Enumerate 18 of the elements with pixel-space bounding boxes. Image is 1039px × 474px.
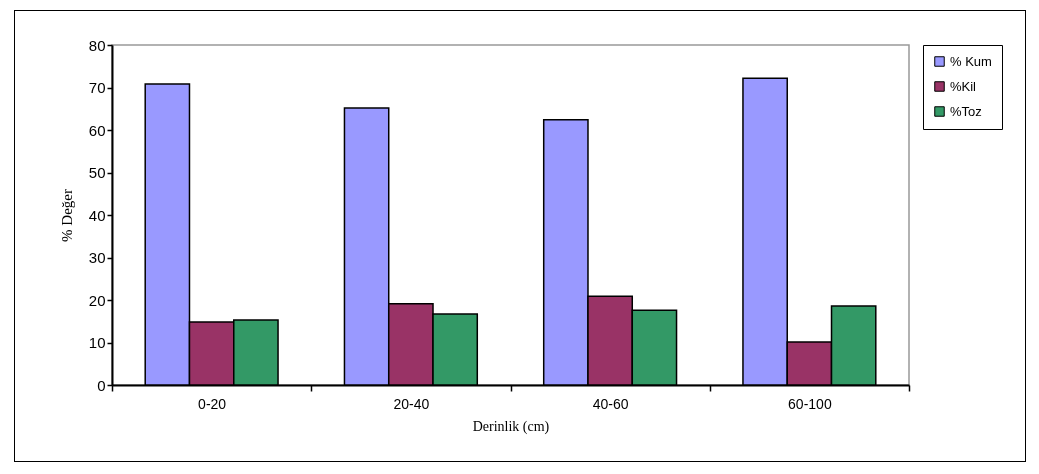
legend-label: %Kil [950,78,977,94]
y-tick-label: 60 [88,121,106,139]
x-tick-label: 60-100 [788,395,832,412]
legend-label: %Toz [950,103,982,119]
x-tick-label: 0-20 [198,395,227,412]
y-tick-label: 70 [88,79,106,96]
x-tick-label: 20-40 [393,395,430,412]
y-tick-label: 0 [97,376,106,394]
x-axis-title: Derinlik (cm) [472,418,550,435]
y-tick-label: 80 [88,36,106,54]
y-tick-label: 30 [88,249,106,266]
y-tick-label: 50 [88,164,106,181]
legend-label: % Kum [950,53,992,69]
y-tick-label: 10 [88,334,106,351]
y-tick-label: 40 [88,206,106,224]
x-tick-label: 40-60 [592,395,629,412]
y-axis-title: % Değer [58,189,75,242]
y-tick-label: 20 [88,291,106,309]
